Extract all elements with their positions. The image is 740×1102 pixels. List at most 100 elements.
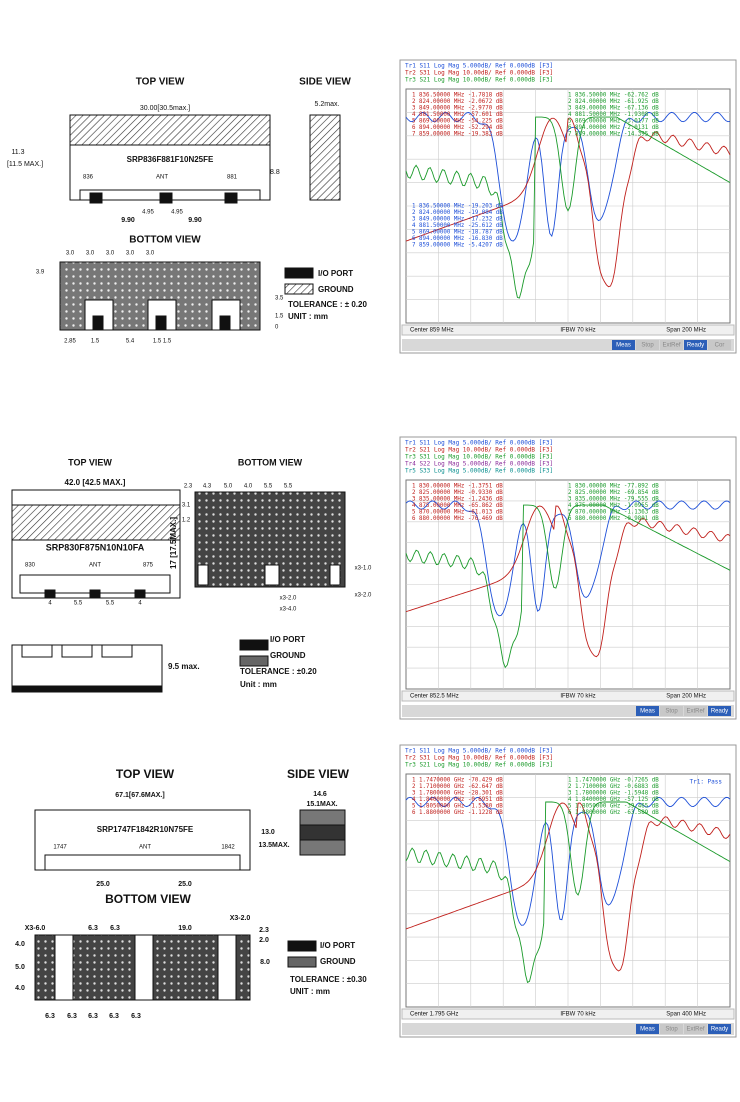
dimension-label: 4.95 bbox=[171, 210, 183, 216]
dimension-label: x3-2.0 bbox=[355, 593, 372, 599]
footer-mid: IFBW 70 kHz bbox=[560, 328, 595, 334]
footer-mid: IFBW 70 kHz bbox=[560, 694, 595, 700]
marker-readout: 1 830.00000 MHz -77.892 dB bbox=[568, 484, 659, 490]
marker-readout: 2 824.00000 MHz -19.084 dB bbox=[412, 210, 503, 216]
dimension-label: SRP830F875N10N10FA bbox=[46, 542, 145, 552]
dimension-label: 11.3 bbox=[11, 149, 24, 156]
dimension-label: 5.2max. bbox=[315, 101, 340, 108]
dimension-label: 17 [17.5MAX.] bbox=[169, 517, 178, 569]
marker-readout: 2 1.7100000 GHz -0.6883 dB bbox=[568, 784, 659, 790]
status-button bbox=[684, 340, 707, 350]
dimension-label: 4 bbox=[138, 601, 142, 607]
status-button-label: Meas bbox=[640, 1027, 655, 1033]
trace-header: Tr1 S11 Log Mag 5.000dB/ Ref 0.000dB [F3… bbox=[405, 440, 553, 447]
marker-readout: 4 875.00000 MHz -1.0955 dB bbox=[568, 503, 659, 509]
dimension-label: GROUND bbox=[320, 957, 356, 966]
marker-readout: 5 1.8050000 GHz -1.5380 dB bbox=[412, 804, 503, 810]
footer-left: Center 852.5 MHz bbox=[410, 694, 459, 700]
dimension-label: 9.90 bbox=[121, 217, 135, 224]
dimension-label: [11.5 MAX.] bbox=[7, 161, 43, 168]
dimension-label: SIDE VIEW bbox=[287, 767, 350, 781]
status-button bbox=[684, 706, 707, 716]
dimension-label: 2.3 bbox=[184, 484, 193, 490]
dimension-label: 4.0 bbox=[15, 941, 25, 948]
marker-readout: 6 894.00000 MHz -52.294 dB bbox=[412, 125, 503, 131]
dimension-label: 1.5 bbox=[275, 314, 284, 320]
trace-curve bbox=[405, 116, 731, 299]
footer-bar bbox=[401, 324, 735, 336]
dimension-label: 4.0 bbox=[244, 484, 253, 490]
status-button bbox=[636, 1024, 659, 1034]
dimension-label: 2.0 bbox=[259, 937, 269, 944]
dimension-label: 4.95 bbox=[142, 210, 154, 216]
dimension-label: 13.5MAX. bbox=[258, 842, 289, 849]
marker-readout: 6 880.00000 MHz -0.9801 dB bbox=[568, 516, 659, 522]
dimension-label: BOTTOM VIEW bbox=[129, 235, 201, 246]
drawing-2-shapes bbox=[11, 489, 346, 693]
trace-curve bbox=[405, 504, 731, 669]
marker-readout: 4 1.8400000 GHz -57.125 dB bbox=[568, 797, 659, 803]
drawing-3-shapes bbox=[34, 809, 346, 1001]
dimension-label: 13.0 bbox=[261, 829, 275, 836]
marker-readout: 4 881.50000 MHz -25.612 dB bbox=[412, 223, 503, 229]
dimension-label: 5.4 bbox=[126, 339, 135, 345]
dimension-label: TOLERANCE : ± 0.20 bbox=[288, 300, 367, 309]
dimension-label: TOP VIEW bbox=[136, 77, 185, 88]
drawing-1-shapes bbox=[59, 114, 341, 331]
status-button-label: Stop bbox=[665, 1027, 678, 1033]
dimension-label: 8.8 bbox=[270, 169, 280, 176]
marker-readout: 6 880.00000 MHz -76.469 dB bbox=[412, 516, 503, 522]
trace-curve bbox=[405, 500, 731, 617]
status-button-label: Ready bbox=[687, 343, 704, 349]
footer-left: Center 1.795 GHz bbox=[410, 1012, 458, 1018]
dimension-label: 836 bbox=[83, 175, 94, 181]
trace-header: Tr2 S21 Log Mag 10.00dB/ Ref 0.000dB [F3… bbox=[405, 447, 553, 454]
dimension-label: 2.85 bbox=[64, 339, 76, 345]
dimension-label: 1.5 1.5 bbox=[153, 339, 172, 345]
dimension-label: UNIT : mm bbox=[288, 312, 328, 321]
dimension-label: TOLERANCE : ±0.20 bbox=[240, 667, 317, 676]
dimension-label: 5.0 bbox=[15, 964, 25, 971]
footer-right: Span 200 MHz bbox=[666, 328, 706, 334]
status-button bbox=[660, 706, 683, 716]
status-button-label: Stop bbox=[641, 343, 654, 349]
marker-readout: 1 836.50000 MHz -62.762 dB bbox=[568, 93, 659, 99]
marker-readout: 1 830.00000 MHz -1.3751 dB bbox=[412, 484, 503, 490]
marker-readout: 1 836.50000 MHz -1.7818 dB bbox=[412, 93, 503, 99]
status-button-label: ExtRef bbox=[686, 709, 704, 715]
footer-left: Center 859 MHz bbox=[410, 328, 454, 334]
marker-readout: 7 859.00000 MHz -19.382 dB bbox=[412, 132, 503, 138]
footer-right: Span 400 MHz bbox=[666, 1012, 706, 1018]
marker-readout: 4 875.00000 MHz -65.862 dB bbox=[412, 503, 503, 509]
trace-curve bbox=[405, 111, 731, 242]
dimension-label: x3-1.0 bbox=[355, 566, 372, 572]
analyzer-screen: Tr1 S11 Log Mag 5.000dB/ Ref 0.000dB [F3… bbox=[399, 59, 737, 354]
status-button bbox=[660, 1024, 683, 1034]
dimension-label: 25.0 bbox=[96, 881, 110, 888]
dimension-label: 6.3 bbox=[67, 1013, 77, 1020]
marker-readout: 2 825.00000 MHz -0.9330 dB bbox=[412, 490, 503, 496]
marker-readout: 4 881.50000 MHz -57.601 dB bbox=[412, 112, 503, 118]
dimension-label: ANT bbox=[89, 563, 101, 569]
dimension-label: X3-2.0 bbox=[230, 915, 251, 922]
dimension-label: 1.2 bbox=[182, 518, 191, 524]
dimension-label: x3-2.0 bbox=[280, 596, 297, 602]
dimension-label: BOTTOM VIEW bbox=[238, 457, 303, 467]
analyzer-screen: Tr1 S11 Log Mag 5.000dB/ Ref 0.000dB [F3… bbox=[399, 436, 737, 720]
status-button bbox=[708, 340, 731, 350]
dimension-label: 3.9 bbox=[36, 270, 45, 276]
dimension-label: 14.6 bbox=[313, 791, 327, 798]
trace-curve bbox=[405, 796, 731, 926]
status-button-label: Meas bbox=[616, 343, 631, 349]
dimension-label: SRP836F881F10N25FE bbox=[127, 155, 214, 164]
dimension-label: 6.3 bbox=[45, 1013, 55, 1020]
dimension-label: 19.0 bbox=[178, 925, 192, 932]
trace-header: Tr3 S21 Log Mag 10.00dB/ Ref 0.000dB [F3… bbox=[405, 77, 553, 84]
dimension-label: 4.0 bbox=[15, 985, 25, 992]
footer-bar bbox=[401, 690, 735, 702]
dimension-label: I/O PORT bbox=[320, 941, 355, 950]
dimension-label: TOP VIEW bbox=[116, 767, 175, 781]
dimension-label: SRP1747F1842R10N75FE bbox=[97, 825, 194, 834]
dimension-label: 5.5 bbox=[264, 484, 273, 490]
dimension-label: I/O PORT bbox=[270, 635, 305, 644]
